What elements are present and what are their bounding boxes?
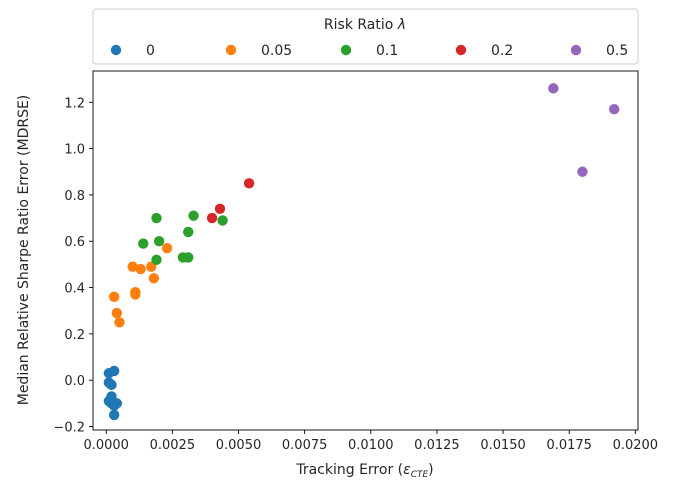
y-axis-label: Median Relative Sharpe Ratio Error (MDRS… bbox=[16, 95, 32, 406]
data-point bbox=[206, 212, 218, 224]
data-points bbox=[103, 83, 620, 421]
legend-title-text: Risk Ratio bbox=[324, 17, 398, 33]
data-point bbox=[148, 273, 160, 284]
x-axis-label-symbol: ε bbox=[403, 462, 411, 478]
data-point bbox=[188, 210, 199, 221]
data-point bbox=[153, 236, 165, 247]
y-tick-label: 0.2 bbox=[64, 328, 85, 343]
legend: Risk Ratio λ 0 0.05 0.1 0.2 0.5 bbox=[92, 8, 639, 65]
x-tick-label: 0.0075 bbox=[282, 438, 328, 453]
legend-label: 0.05 bbox=[261, 43, 292, 59]
x-axis-label-subscript: CTE bbox=[411, 470, 429, 480]
data-point bbox=[111, 398, 123, 409]
y-tick-label: 0.6 bbox=[64, 235, 85, 250]
x-tick-label: 0.0150 bbox=[480, 438, 526, 453]
data-point bbox=[151, 212, 162, 224]
legend-title-symbol: λ bbox=[397, 17, 406, 33]
data-point bbox=[161, 242, 173, 254]
legend-marker bbox=[225, 44, 237, 56]
x-tick-label: 0.0100 bbox=[348, 438, 394, 453]
data-point bbox=[608, 104, 620, 115]
data-point bbox=[183, 252, 194, 263]
series-0-5 bbox=[548, 83, 620, 177]
data-point bbox=[548, 83, 559, 94]
data-point bbox=[111, 307, 123, 319]
y-tick-label: −0.2 bbox=[53, 421, 85, 436]
data-point bbox=[243, 178, 255, 189]
x-tick-label: 0.0050 bbox=[216, 438, 262, 453]
legend-marker bbox=[570, 44, 582, 56]
series-0-1 bbox=[138, 210, 228, 265]
x-axis-label-text: Tracking Error ( bbox=[295, 462, 403, 478]
legend-marker bbox=[340, 44, 352, 56]
legend-label: 0 bbox=[146, 43, 155, 59]
series-0-05 bbox=[108, 242, 173, 328]
data-point bbox=[103, 377, 115, 388]
y-tick-label: 1.2 bbox=[64, 96, 85, 111]
y-tick-label: 0.4 bbox=[64, 282, 85, 297]
series-0-2 bbox=[206, 178, 255, 224]
y-tick-label: 0.0 bbox=[64, 374, 85, 389]
data-point bbox=[135, 263, 146, 275]
data-point bbox=[151, 254, 162, 265]
x-tick-label: 0.0175 bbox=[546, 438, 592, 453]
x-axis-label-close: ) bbox=[428, 462, 433, 478]
data-point bbox=[114, 317, 125, 328]
series-0 bbox=[103, 365, 123, 421]
x-axis-label: Tracking Error (εCTE) bbox=[295, 462, 433, 480]
x-tick-label: 0.0025 bbox=[150, 438, 196, 453]
data-point bbox=[183, 226, 194, 238]
legend-marker bbox=[455, 44, 467, 56]
legend-label: 0.2 bbox=[491, 43, 513, 59]
x-tick-label: 0.0200 bbox=[613, 438, 659, 453]
data-point bbox=[108, 365, 120, 377]
legend-marker bbox=[110, 44, 122, 56]
y-axis: −0.2 0.0 0.2 0.4 0.6 0.8 1.0 1.2 bbox=[53, 96, 93, 436]
x-tick-label: 0.0125 bbox=[414, 438, 460, 453]
data-point bbox=[127, 261, 138, 272]
data-point bbox=[138, 238, 149, 249]
data-point bbox=[217, 215, 228, 226]
x-axis: 0.0000 0.0025 0.0050 0.0075 0.0100 0.0125 0.01… bbox=[83, 430, 658, 453]
data-point bbox=[108, 291, 120, 303]
legend-label: 0.1 bbox=[376, 43, 398, 59]
legend-items: 0 0.05 0.1 0.2 0.5 bbox=[110, 43, 628, 59]
legend-title: Risk Ratio λ bbox=[324, 17, 406, 33]
data-point bbox=[108, 409, 120, 421]
plot-frame bbox=[92, 70, 639, 431]
y-tick-label: 0.8 bbox=[64, 189, 85, 204]
data-point bbox=[577, 166, 588, 177]
legend-label: 0.5 bbox=[606, 43, 628, 59]
y-tick-label: 1.0 bbox=[64, 143, 85, 158]
data-point bbox=[214, 203, 226, 215]
data-point bbox=[130, 286, 141, 298]
x-tick-label: 0.0000 bbox=[83, 438, 129, 453]
